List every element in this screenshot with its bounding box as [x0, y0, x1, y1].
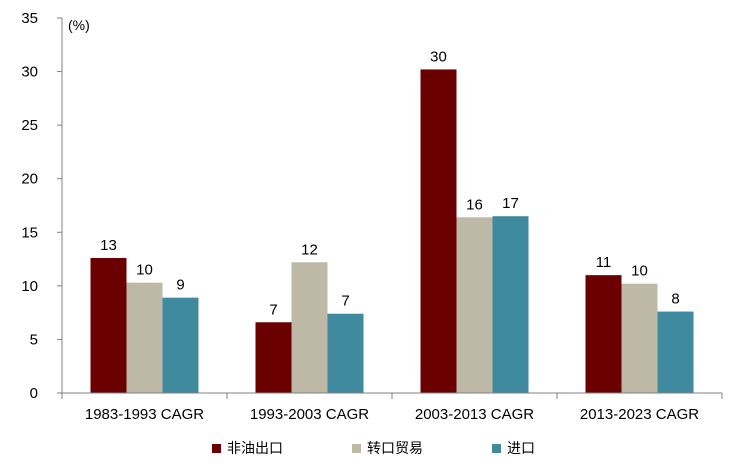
bar [657, 311, 694, 393]
data-label: 7 [341, 293, 349, 310]
legend-swatch-series-1 [212, 443, 221, 453]
x-category-label: 1983-1993 CAGR [85, 406, 204, 423]
bars: 13 10 9 7 12 7 30 16 17 11 10 8 [90, 48, 694, 393]
data-label: 10 [136, 262, 153, 279]
unit-label: (%) [68, 17, 90, 33]
y-tick-label: 10 [21, 278, 38, 295]
legend-label-series-1: 非油出口 [227, 441, 283, 457]
y-tick-label: 0 [30, 385, 38, 402]
legend-swatch-series-2 [352, 443, 361, 453]
bar [492, 216, 529, 393]
bar [456, 217, 493, 393]
bar [126, 282, 163, 393]
bar [291, 262, 328, 393]
y-tick-label: 20 [21, 171, 38, 188]
bar [162, 297, 199, 393]
bar [420, 69, 457, 393]
bar [90, 258, 127, 393]
y-tick-label: 35 [21, 10, 38, 27]
data-label: 8 [671, 291, 679, 308]
legend-label-series-3: 进口 [507, 441, 535, 457]
data-label: 13 [100, 237, 117, 254]
bar [585, 275, 622, 393]
x-category-label: 2003-2013 CAGR [415, 406, 534, 423]
y-axis: 0 5 10 15 20 25 30 35 [21, 10, 63, 402]
x-category-label: 2013-2023 CAGR [580, 406, 699, 423]
legend-item-series-1: 非油出口 [212, 438, 283, 458]
data-label: 7 [269, 301, 277, 318]
data-label: 9 [176, 277, 184, 294]
y-tick-label: 25 [21, 117, 38, 134]
data-label: 30 [430, 48, 447, 65]
legend-item-series-2: 转口贸易 [352, 438, 423, 458]
y-tick-label: 15 [21, 224, 38, 241]
bar [255, 322, 292, 393]
legend-swatch-series-3 [492, 443, 501, 453]
data-label: 11 [596, 254, 612, 271]
data-label: 12 [301, 241, 318, 258]
data-label: 10 [631, 263, 648, 280]
legend: 非油出口 转口贸易 进口 [0, 438, 732, 458]
legend-item-series-3: 进口 [492, 438, 535, 458]
bar [327, 313, 364, 393]
y-tick-label: 30 [21, 64, 38, 81]
legend-label-series-2: 转口贸易 [367, 441, 423, 457]
data-label: 17 [502, 195, 519, 212]
x-axis: 1983-1993 CAGR 1993-2003 CAGR 2003-2013 CA… [61, 392, 723, 423]
y-tick-label: 5 [30, 331, 38, 348]
x-category-label: 1993-2003 CAGR [250, 406, 369, 423]
data-label: 16 [466, 196, 483, 213]
bar [621, 283, 658, 393]
